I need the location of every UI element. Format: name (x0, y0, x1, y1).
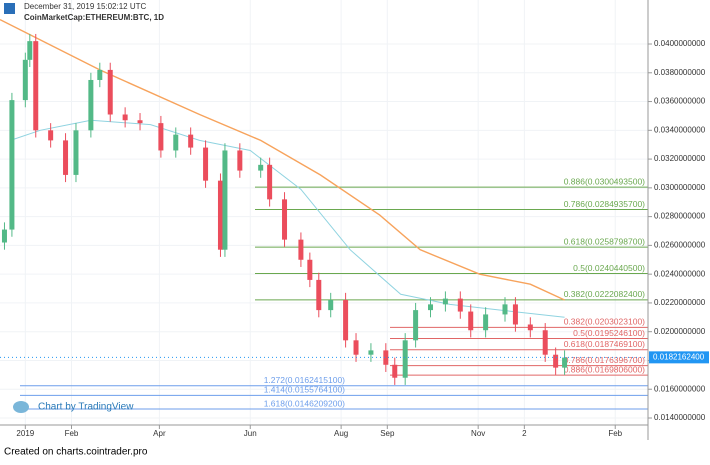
header-date: December 31, 2019 15:02:12 UTC (24, 2, 147, 11)
candle-body (217, 180, 223, 250)
footer: Created on charts.cointrader.pro (4, 447, 148, 458)
candle-body (188, 134, 194, 148)
candle-body (282, 199, 288, 240)
candle-body (258, 164, 264, 171)
last-price-label: 0.0182162400 (653, 352, 705, 361)
candle-body (33, 41, 39, 131)
fib-label: 1.272(0.0162415100) (264, 375, 345, 385)
candle-body (137, 120, 143, 124)
y-tick-label: 0.0300000000 (654, 183, 706, 192)
candle-body (527, 324, 533, 331)
x-tick-label: Sep (380, 429, 395, 438)
fib-label: 0.886(0.0300493500) (564, 176, 645, 186)
y-tick-label: 0.0160000000 (654, 384, 706, 393)
candle-body (392, 364, 398, 378)
candle-body (22, 59, 28, 101)
y-tick-label: 0.0200000000 (654, 327, 706, 336)
y-tick-label: 0.0260000000 (654, 240, 706, 249)
fib-label: 0.618(0.0187469100) (564, 339, 645, 349)
candle-body (222, 150, 228, 250)
candle-body (402, 340, 408, 378)
candle-body (107, 69, 113, 115)
candle-body (328, 300, 334, 311)
plot: 0.886(0.0300493500) 0.786(0.0284935700) 0.… (0, 18, 648, 410)
candle-body (413, 310, 419, 341)
candle-body (542, 330, 548, 355)
header-symbol: CoinMarketCap:ETHEREUM:BTC, 1D (24, 13, 164, 22)
x-tick-label: Nov (471, 429, 485, 438)
candle-body (368, 350, 374, 355)
fib-label: 0.618(0.0258798700) (564, 236, 645, 246)
candle-body (468, 311, 474, 331)
x-tick-label: Jun (244, 429, 257, 438)
fib-label: 0.5(0.0240440500) (573, 263, 645, 273)
candle-body (483, 314, 489, 331)
candle-body (158, 123, 164, 151)
fib-label: 0.786(0.0176396700) (564, 355, 645, 365)
candle-body (457, 298, 463, 312)
moving-average (0, 18, 565, 301)
x-tick-label: Apr (153, 429, 166, 438)
watermark-icon (13, 401, 29, 413)
candle-body (63, 140, 69, 175)
candle-body (203, 147, 209, 181)
candle-body (553, 354, 559, 368)
candle-body (27, 41, 33, 60)
x-tick-label: 2019 (16, 429, 34, 438)
candle-body (173, 134, 179, 151)
x-tick-label: Feb (608, 429, 622, 438)
candle-body (237, 150, 243, 171)
candle-body (343, 300, 349, 341)
x-tick-label: 2 (522, 429, 527, 438)
fib-label: 1.618(0.0146209200) (264, 398, 345, 408)
fib-label: 0.886(0.0169806000) (564, 364, 645, 374)
watermark: Chart by TradingView (38, 402, 134, 413)
candle-body (73, 130, 79, 175)
candle-body (267, 164, 273, 200)
y-tick-label: 0.0320000000 (654, 154, 706, 163)
y-tick-label: 0.0240000000 (654, 269, 706, 278)
y-tick-label: 0.0400000000 (654, 39, 706, 48)
y-tick-label: 0.0220000000 (654, 298, 706, 307)
candle-body (502, 304, 508, 315)
logo (4, 3, 15, 14)
last-price-box (649, 351, 709, 364)
fib-label: 1.414(0.0155764100) (264, 385, 345, 395)
candle-body (88, 79, 94, 131)
y-tick-label: 0.0380000000 (654, 68, 706, 77)
x-tick-label: Aug (334, 429, 348, 438)
fib-label: 0.786(0.0284935700) (564, 199, 645, 209)
fib-label: 0.382(0.0222082400) (564, 289, 645, 299)
candle-body (307, 259, 313, 280)
candle-body (122, 114, 128, 121)
fib-label: 0.382(0.0203023100) (564, 317, 645, 327)
y-tick-label: 0.0340000000 (654, 125, 706, 134)
candle-body (298, 239, 304, 260)
candle-body (512, 304, 518, 325)
candle-body (428, 304, 434, 311)
candle-body (97, 69, 103, 80)
y-tick-label: 0.0280000000 (654, 212, 706, 221)
candle-body (316, 279, 322, 311)
x-tick-label: Feb (65, 429, 79, 438)
y-tick-label: 0.0140000000 (654, 413, 706, 422)
candle-body (1, 229, 7, 243)
candle-body (48, 130, 54, 141)
y-tick-label: 0.0360000000 (654, 97, 706, 106)
candle-body (353, 340, 359, 355)
candle-body (442, 298, 448, 305)
candle-body (562, 357, 568, 368)
fib-label: 0.5(0.0195246100) (573, 328, 645, 338)
candle-body (9, 100, 15, 230)
candle-body (383, 350, 389, 365)
